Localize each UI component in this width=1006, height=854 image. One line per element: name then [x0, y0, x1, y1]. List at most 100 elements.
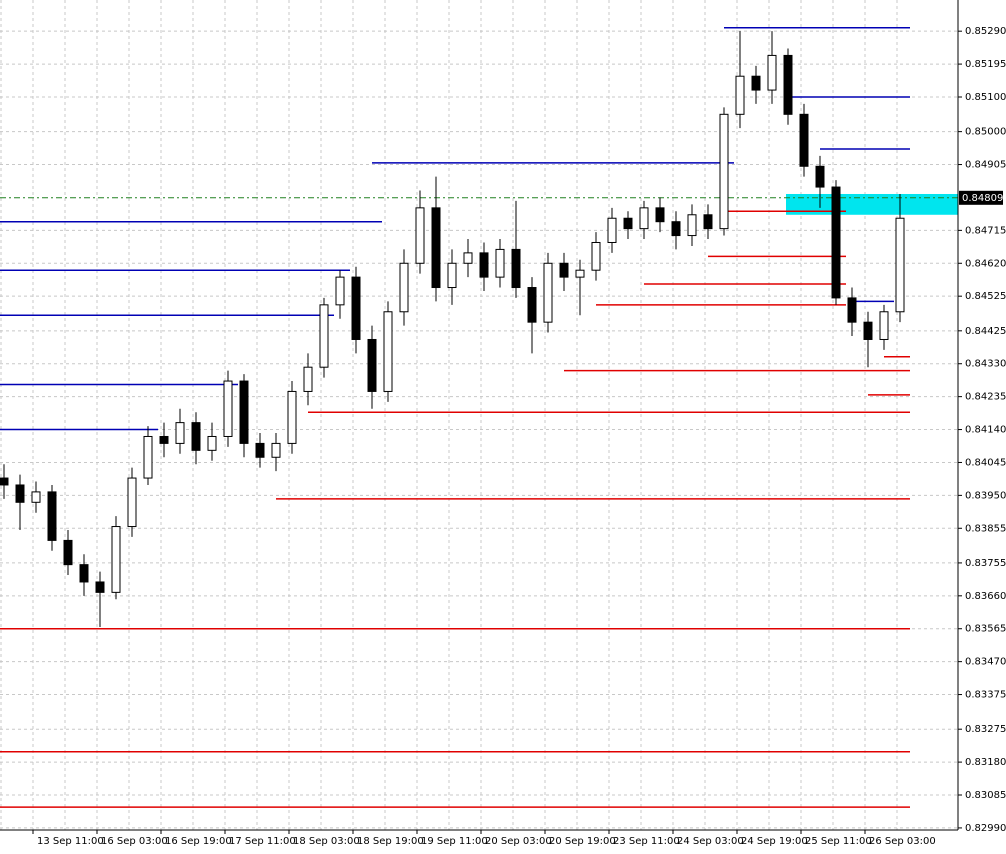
- candle-body: [287, 390, 297, 444]
- candle-body: [191, 422, 201, 451]
- candle-body: [239, 380, 249, 444]
- x-tick-label: 17 Sep 11:00: [229, 836, 296, 847]
- x-tick-label: 19 Sep 11:00: [421, 836, 488, 847]
- y-tick-label: 0.85290: [965, 26, 1006, 37]
- x-tick-label: 18 Sep 19:00: [357, 836, 424, 847]
- candle-body: [351, 276, 361, 340]
- candle-body: [783, 54, 793, 115]
- candle-body: [511, 248, 521, 289]
- candle-body: [447, 262, 457, 289]
- candle-body: [431, 207, 441, 289]
- current-price-label: 0.84809: [962, 193, 1003, 204]
- zone: [786, 193, 958, 215]
- candle-body: [863, 321, 873, 340]
- y-tick-label: 0.83375: [965, 690, 1006, 701]
- y-tick-label: 0.84045: [965, 457, 1006, 468]
- y-tick-label: 0.83180: [965, 757, 1006, 768]
- x-tick-label: 16 Sep 19:00: [165, 836, 232, 847]
- candle-body: [271, 442, 281, 458]
- candle-body: [831, 186, 841, 299]
- candle-body: [0, 477, 9, 486]
- x-tick-label: 23 Sep 11:00: [613, 836, 680, 847]
- y-tick-label: 0.82990: [965, 823, 1006, 834]
- y-tick-label: 0.83565: [965, 624, 1006, 635]
- candle-body: [559, 262, 569, 278]
- x-tick-label: 26 Sep 03:00: [869, 836, 936, 847]
- y-tick-label: 0.84620: [965, 258, 1006, 269]
- y-tick-label: 0.84235: [965, 392, 1006, 403]
- candle-body: [895, 217, 905, 313]
- candle-body: [63, 539, 73, 566]
- candle-body: [111, 526, 121, 593]
- candle-body: [79, 564, 89, 583]
- y-tick-label: 0.83755: [965, 558, 1006, 569]
- candle-body: [815, 165, 825, 188]
- candle-body: [95, 581, 105, 593]
- candle-body: [671, 221, 681, 237]
- candle-body: [751, 75, 761, 91]
- x-tick-label: 18 Sep 03:00: [293, 836, 360, 847]
- candle-body: [591, 241, 601, 271]
- candle-body: [735, 75, 745, 115]
- candle-body: [415, 207, 425, 264]
- y-tick-label: 0.84330: [965, 359, 1006, 370]
- candle-body: [223, 380, 233, 437]
- candle-body: [719, 113, 729, 230]
- candle-body: [623, 217, 633, 230]
- x-tick-label: 20 Sep 03:00: [485, 836, 552, 847]
- candle-body: [175, 422, 185, 444]
- candle-body: [335, 276, 345, 306]
- candle-body: [607, 217, 617, 243]
- y-tick-label: 0.85100: [965, 92, 1006, 103]
- candle-body: [367, 338, 377, 392]
- candle-body: [47, 491, 57, 541]
- y-tick-label: 0.84140: [965, 425, 1006, 436]
- x-tick-label: 16 Sep 03:00: [101, 836, 168, 847]
- candle-body: [767, 54, 777, 91]
- candle-body: [847, 297, 857, 323]
- y-tick-label: 0.85195: [965, 59, 1006, 70]
- candle-body: [479, 252, 489, 278]
- y-tick-label: 0.84905: [965, 160, 1006, 171]
- y-tick-label: 0.83470: [965, 657, 1006, 668]
- y-tick-label: 0.84715: [965, 225, 1006, 236]
- x-tick-label: 25 Sep 11:00: [805, 836, 872, 847]
- candle-body: [799, 113, 809, 167]
- candle-body: [687, 214, 697, 237]
- candle-body: [399, 262, 409, 313]
- candle-body: [159, 435, 169, 444]
- x-tick-label: 24 Sep 19:00: [741, 836, 808, 847]
- candle-body: [575, 269, 585, 278]
- y-tick-label: 0.83855: [965, 523, 1006, 534]
- x-tick-label: 20 Sep 19:00: [549, 836, 616, 847]
- y-tick-label: 0.83660: [965, 591, 1006, 602]
- candle-body: [303, 366, 313, 392]
- candle-body: [15, 484, 25, 503]
- candle-body: [527, 287, 537, 323]
- candle-body: [703, 214, 713, 230]
- candle-body: [127, 477, 137, 528]
- y-tick-label: 0.85000: [965, 127, 1006, 138]
- candle-body: [463, 252, 473, 264]
- candle-body: [495, 248, 505, 278]
- x-tick-label: 13 Sep 11:00: [37, 836, 104, 847]
- candle-body: [319, 304, 329, 368]
- candle-body: [31, 491, 41, 503]
- candle-body: [207, 435, 217, 451]
- y-tick-label: 0.83950: [965, 490, 1006, 501]
- candle-body: [383, 311, 393, 392]
- candle-body: [639, 207, 649, 230]
- candle-body: [255, 442, 265, 458]
- y-tick-label: 0.84525: [965, 291, 1006, 302]
- candle-body: [879, 311, 889, 340]
- y-tick-label: 0.83085: [965, 790, 1006, 801]
- x-tick-label: 24 Sep 03:00: [677, 836, 744, 847]
- candle-body: [655, 207, 665, 223]
- candle-body: [143, 435, 153, 479]
- candle-body: [543, 262, 553, 323]
- current-price-box: [959, 190, 1003, 205]
- y-tick-label: 0.83275: [965, 724, 1006, 735]
- y-tick-label: 0.84425: [965, 326, 1006, 337]
